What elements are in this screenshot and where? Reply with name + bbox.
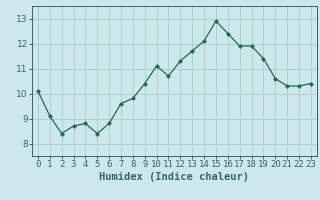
X-axis label: Humidex (Indice chaleur): Humidex (Indice chaleur) bbox=[100, 172, 249, 182]
